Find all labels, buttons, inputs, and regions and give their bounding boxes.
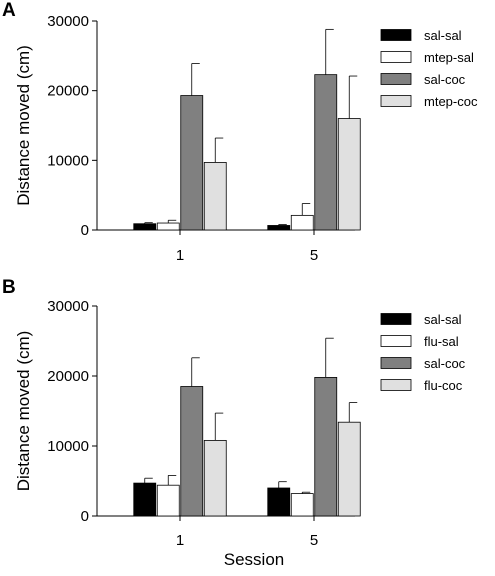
y-tick-label: 10000 — [47, 152, 89, 169]
x-axis-title: Session — [224, 550, 284, 569]
bar-sal-sal — [133, 223, 157, 231]
y-tick-label: 0 — [81, 222, 89, 239]
y-tick-label: 0 — [81, 508, 89, 525]
bar-mtep-coc — [203, 162, 227, 231]
legend-swatch — [380, 357, 412, 369]
bar-sal-sal — [133, 482, 157, 517]
legend-swatch — [380, 51, 412, 63]
bar-sal-coc — [180, 386, 204, 517]
bar-flu-coc — [203, 439, 227, 517]
legend-label: sal-coc — [424, 72, 466, 87]
bar-flu-coc — [337, 421, 361, 517]
y-axis-title: Distance moved (cm) — [14, 331, 33, 492]
legend-swatch — [380, 29, 412, 41]
legend-swatch — [380, 313, 412, 325]
x-tick-label: 1 — [176, 247, 184, 264]
legend-label: sal-sal — [424, 28, 462, 43]
y-tick-label: 20000 — [47, 83, 89, 100]
bar-sal-coc — [314, 74, 338, 231]
legend-label: mtep-coc — [424, 94, 478, 109]
legend-label: sal-sal — [424, 312, 462, 327]
bar-mtep-sal — [156, 222, 180, 231]
bar-mtep-coc — [337, 118, 361, 231]
bar-sal-sal — [267, 225, 291, 231]
panel-a: A 0 10000 20000 30000 Distance moved (cm) 1 5 sa… — [2, 0, 478, 264]
y-tick-label: 30000 — [47, 298, 89, 315]
legend-swatch — [380, 95, 412, 107]
legend-label: flu-sal — [424, 334, 459, 349]
x-tick-label: 5 — [310, 247, 318, 264]
bar-flu-sal — [290, 493, 314, 517]
panel-letter: B — [2, 277, 16, 298]
bar-sal-coc — [180, 95, 204, 231]
legend-swatch — [380, 379, 412, 391]
legend-label: mtep-sal — [424, 50, 474, 65]
y-tick-label: 20000 — [47, 368, 89, 385]
x-tick-label: 1 — [176, 532, 184, 549]
legend-swatch — [380, 335, 412, 347]
legend-swatch — [380, 73, 412, 85]
bar-sal-coc — [314, 376, 338, 517]
legend-label: flu-coc — [424, 378, 463, 393]
bar-sal-sal — [267, 487, 291, 517]
panel-b: B 0 10000 20000 30000 Distance moved (cm) 1 5 sa… — [2, 277, 466, 549]
legend-label: sal-coc — [424, 356, 466, 371]
bar-mtep-sal — [290, 214, 314, 231]
y-tick-label: 10000 — [47, 438, 89, 455]
x-tick-label: 5 — [310, 532, 318, 549]
y-axis-title: Distance moved (cm) — [14, 45, 33, 206]
panel-letter: A — [2, 0, 16, 21]
bar-flu-sal — [156, 484, 180, 517]
y-tick-label: 30000 — [47, 13, 89, 30]
